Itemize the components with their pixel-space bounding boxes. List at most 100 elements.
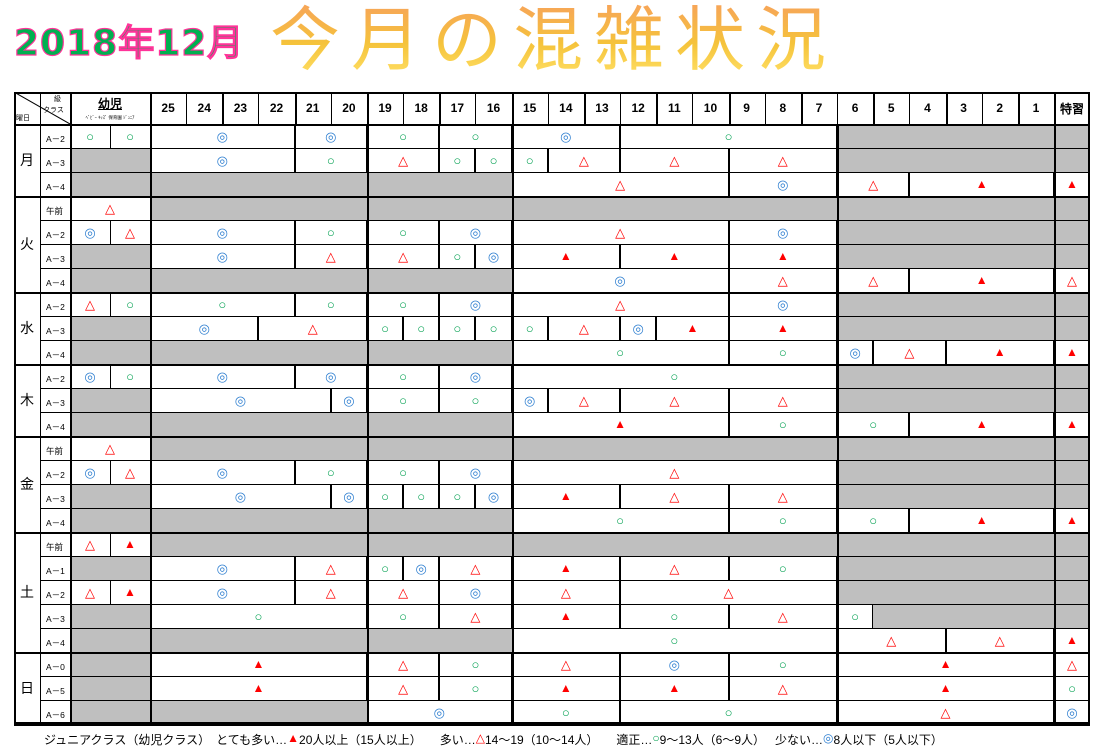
- legend-few: 少ない…: [775, 733, 824, 747]
- grid-line: [110, 220, 111, 244]
- date-header: 1: [1032, 101, 1040, 115]
- ok-circle-icon: ○: [399, 224, 408, 240]
- status-cell: ◎: [150, 220, 295, 244]
- table-frame: [14, 92, 1090, 724]
- very-busy-filled-triangle-icon: ▲: [686, 321, 699, 335]
- status-cell: ▲: [110, 532, 150, 556]
- busy-triangle-icon: △: [578, 392, 589, 408]
- few-double-circle-icon: ◎: [216, 464, 228, 480]
- grid-line: [110, 124, 111, 148]
- kids-closed-cell: [70, 676, 150, 700]
- status-cell: ◎: [294, 364, 367, 388]
- status-cell: ▲: [511, 556, 621, 580]
- kids-closed-cell: [70, 340, 150, 364]
- status-cell: ▲: [1054, 508, 1090, 532]
- date-header: 15: [522, 101, 537, 115]
- grid-line: [837, 92, 839, 124]
- status-cell: ○: [366, 364, 440, 388]
- ok-circle-icon: ○: [326, 224, 335, 240]
- ok-circle-icon: ○: [126, 368, 134, 384]
- ok-circle-icon: ○: [778, 344, 787, 360]
- status-cell: ○: [366, 484, 404, 508]
- kids-header: 幼児 ﾍﾞﾋﾞｰ ｷｯｽﾞ 保育園 ｼﾞｭﾆｱ: [70, 92, 150, 124]
- status-cell: ○: [110, 124, 150, 148]
- ok-circle-icon: ○: [489, 152, 498, 168]
- grid-line: [14, 652, 1090, 654]
- very-busy-filled-triangle-icon: ▲: [668, 681, 681, 695]
- ok-circle-icon: ○: [399, 368, 408, 384]
- very-busy-filled-triangle-icon: ▲: [975, 177, 988, 191]
- very-busy-filled-triangle-icon: ▲: [614, 417, 627, 431]
- status-cell: △: [366, 580, 440, 604]
- class-label: 午前: [46, 206, 64, 216]
- legend-busy-symbol: △: [475, 731, 485, 745]
- date-header: 9: [743, 101, 750, 115]
- date-header: 18: [414, 101, 428, 115]
- status-cell: ○: [511, 364, 838, 388]
- class-label: A－3: [46, 494, 65, 504]
- status-cell: ○: [110, 364, 150, 388]
- status-cell: ○: [620, 604, 729, 628]
- grid-line: [110, 364, 111, 388]
- busy-triangle-icon: △: [578, 152, 589, 168]
- ok-circle-icon: ○: [126, 128, 134, 144]
- status-cell: △: [366, 652, 440, 676]
- date-header: 17: [450, 101, 465, 115]
- status-cell: △: [728, 148, 838, 172]
- status-cell: ○: [475, 148, 512, 172]
- legend-very-busy-symbol: ▲: [287, 731, 300, 745]
- status-cell: ○: [728, 340, 838, 364]
- busy-triangle-icon: △: [325, 584, 336, 600]
- status-cell: △: [620, 580, 838, 604]
- special-header: 特習: [1059, 101, 1084, 116]
- status-cell: ○: [439, 244, 476, 268]
- grid-line: [40, 604, 1090, 605]
- kids-closed-cell: [70, 508, 150, 532]
- status-cell: ○: [511, 340, 729, 364]
- status-cell: ○: [294, 292, 367, 316]
- few-double-circle-icon: ◎: [84, 464, 96, 480]
- status-cell: ◎: [475, 484, 512, 508]
- class-label: A－6: [46, 710, 65, 720]
- status-cell: ▲: [511, 604, 621, 628]
- ok-circle-icon: ○: [471, 392, 480, 408]
- very-busy-filled-triangle-icon: ▲: [939, 681, 952, 695]
- status-cell: ◎: [511, 268, 729, 292]
- status-cell: ▲: [1054, 628, 1090, 652]
- status-cell: ○: [511, 700, 621, 724]
- class-label: A－4: [46, 278, 65, 288]
- status-cell: ▲: [837, 676, 1054, 700]
- very-busy-filled-triangle-icon: ▲: [776, 321, 789, 335]
- ok-circle-icon: ○: [778, 512, 787, 528]
- busy-triangle-icon: △: [777, 680, 788, 696]
- few-double-circle-icon: ◎: [614, 272, 626, 288]
- status-cell: ◎: [403, 556, 440, 580]
- legend-ok: 適正…: [616, 733, 653, 747]
- busy-triangle-icon: △: [1067, 272, 1077, 288]
- busy-triangle-icon: △: [669, 464, 680, 480]
- status-cell: ◎: [330, 484, 367, 508]
- status-cell: ○: [439, 124, 512, 148]
- status-cell: ▲: [620, 244, 729, 268]
- ok-circle-icon: ○: [399, 608, 408, 624]
- grid-line: [40, 700, 1090, 701]
- busy-triangle-icon: △: [777, 152, 788, 168]
- busy-triangle-icon: △: [669, 152, 680, 168]
- busy-triangle-icon: △: [307, 320, 318, 336]
- status-cell: ○: [511, 148, 548, 172]
- grid-line: [40, 484, 1090, 485]
- date-header: 25: [161, 101, 175, 115]
- kids-closed-cell: [70, 556, 150, 580]
- busy-triangle-icon: △: [105, 440, 115, 456]
- busy-triangle-icon: △: [85, 536, 95, 552]
- very-busy-filled-triangle-icon: ▲: [1066, 417, 1078, 431]
- status-cell: △: [70, 580, 110, 604]
- corner-class-label: クラス: [43, 107, 64, 114]
- few-double-circle-icon: ◎: [84, 224, 96, 240]
- status-cell: ◎: [150, 388, 331, 412]
- date-header: 11: [667, 101, 681, 115]
- grid-line: [511, 92, 514, 124]
- status-cell: ○: [294, 148, 367, 172]
- status-cell: ○: [403, 316, 440, 340]
- status-cell: ○: [366, 556, 404, 580]
